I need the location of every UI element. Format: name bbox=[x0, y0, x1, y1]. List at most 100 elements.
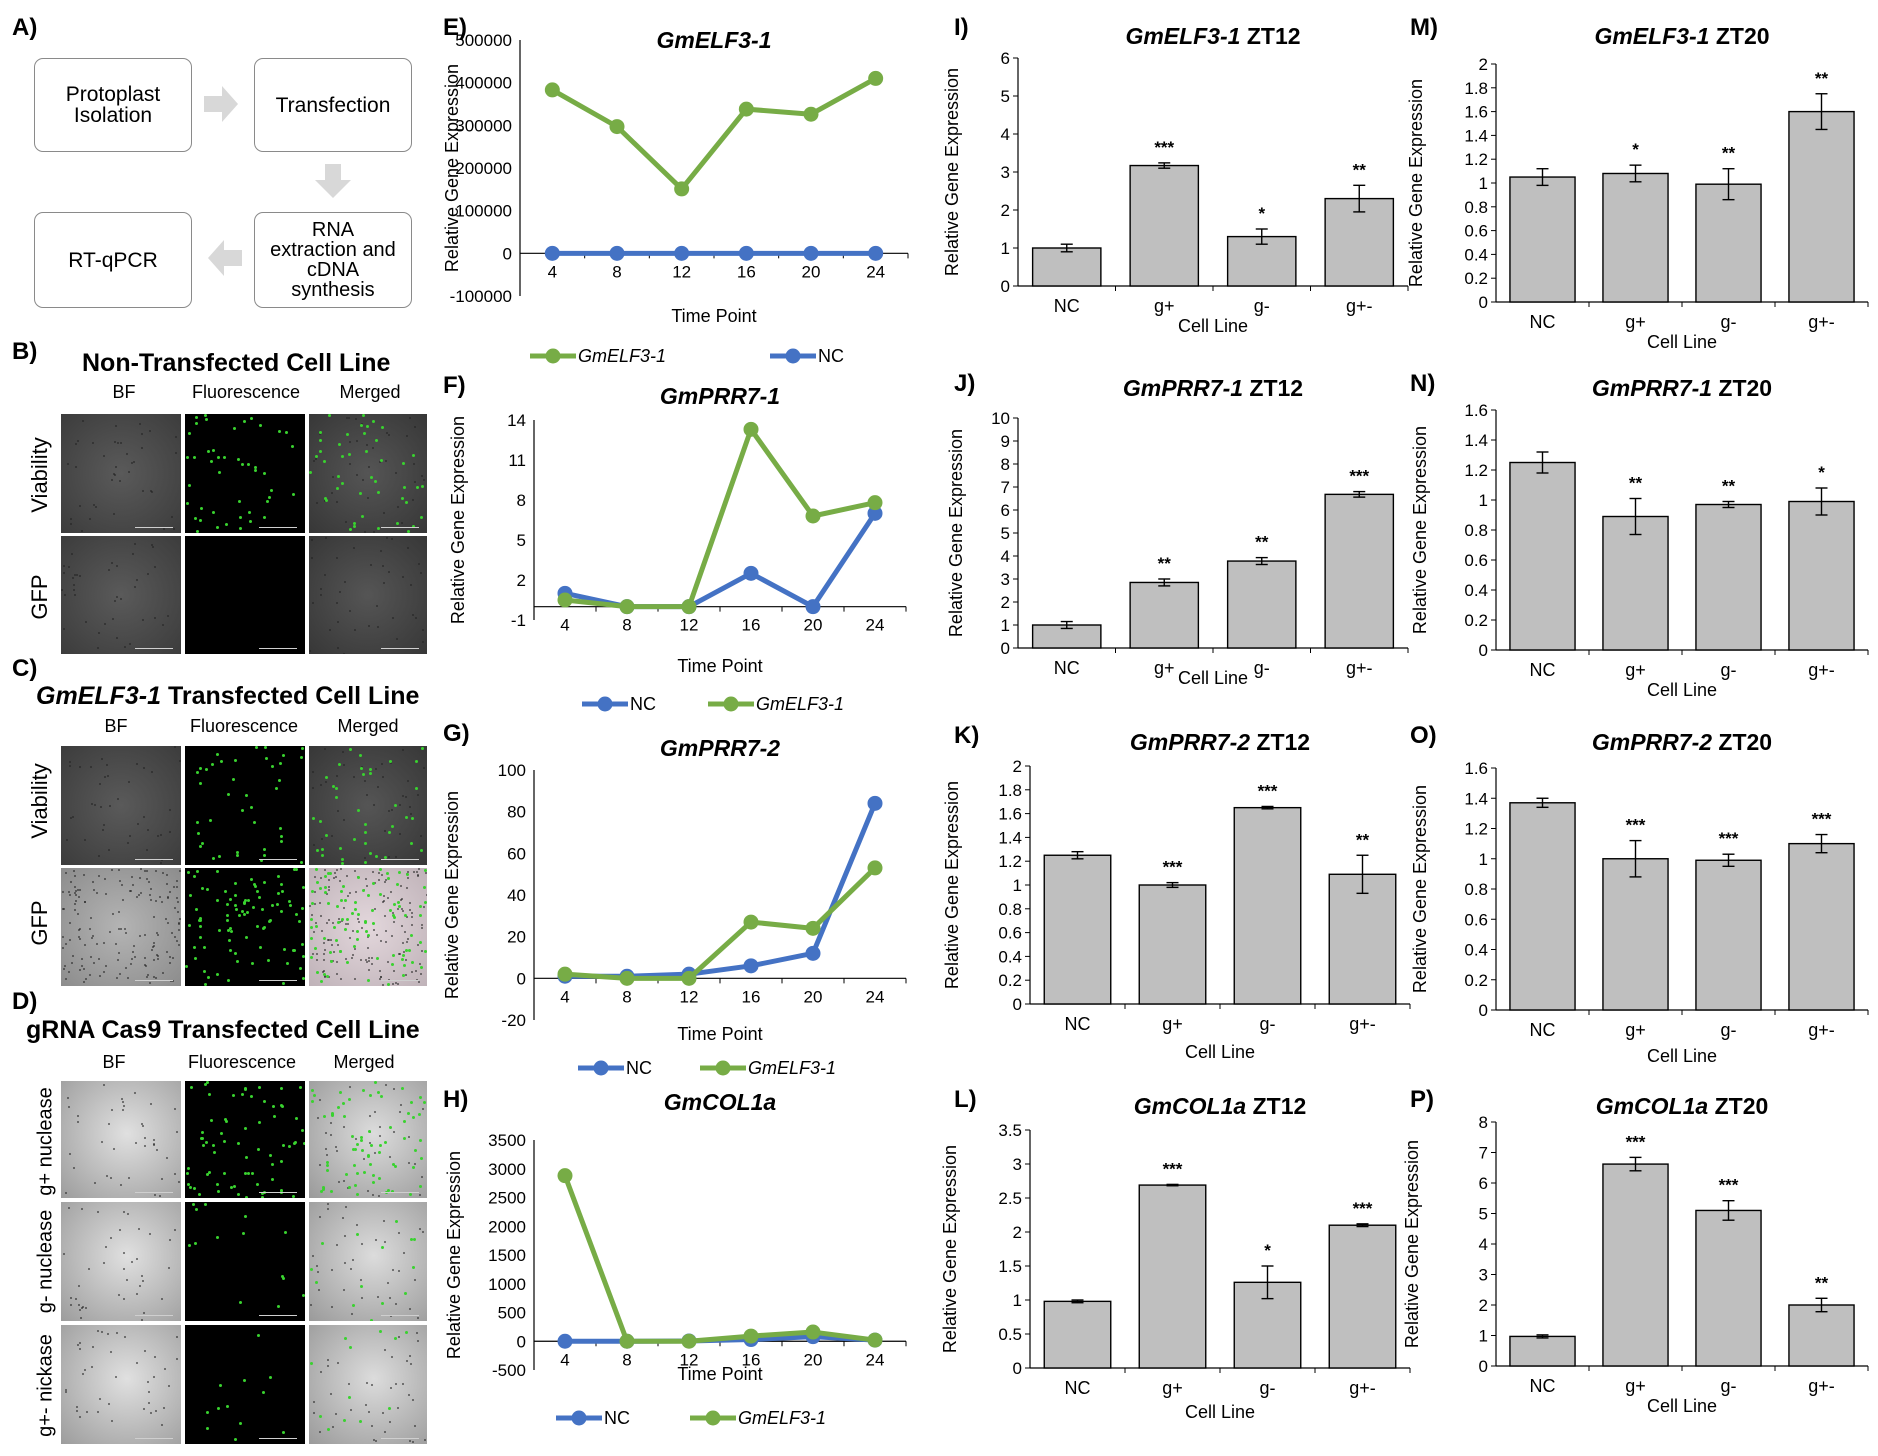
gfp-signal-dot bbox=[321, 1187, 325, 1191]
series-line-gmelf3-1 bbox=[564, 866, 877, 981]
cell-speck bbox=[118, 972, 121, 975]
cell-speck bbox=[420, 571, 423, 574]
cell-speck bbox=[335, 556, 338, 559]
gfp-signal-dot bbox=[269, 1154, 273, 1157]
cell-speck bbox=[421, 1231, 424, 1234]
gfp-signal-dot bbox=[253, 885, 257, 889]
cell-speck bbox=[177, 1180, 180, 1183]
x-tick-label: 20 bbox=[804, 1350, 823, 1369]
cell-speck bbox=[70, 523, 73, 526]
cell-speck bbox=[401, 1382, 404, 1385]
cell-speck bbox=[319, 593, 322, 596]
bar bbox=[1509, 802, 1576, 1011]
cell-speck bbox=[75, 466, 78, 469]
gfp-signal-dot bbox=[279, 1087, 283, 1091]
cell-speck bbox=[415, 978, 418, 981]
gfp-signal-dot bbox=[344, 1173, 348, 1177]
gfp-signal-dot bbox=[394, 803, 398, 807]
cell-speck bbox=[68, 939, 71, 942]
cell-speck bbox=[405, 958, 408, 961]
y-tick-label: 60 bbox=[507, 844, 526, 863]
cell-speck bbox=[115, 942, 118, 945]
gfp-signal-dot bbox=[357, 809, 361, 813]
y-tick-label: 20 bbox=[507, 928, 526, 947]
cell-speck bbox=[79, 937, 82, 940]
gfp-signal-dot bbox=[250, 961, 254, 965]
gfp-signal-dot bbox=[271, 1177, 275, 1181]
data-point bbox=[867, 1332, 883, 1348]
gfp-signal-dot bbox=[405, 873, 409, 877]
gfp-signal-dot bbox=[215, 899, 219, 903]
cell-speck bbox=[350, 1267, 353, 1270]
cell-speck bbox=[398, 1110, 401, 1113]
col-head-fluorescence-b: Fluorescence bbox=[191, 382, 301, 402]
cell-speck bbox=[85, 1410, 88, 1413]
cell-speck bbox=[118, 911, 121, 914]
gfp-signal-dot bbox=[192, 1186, 196, 1190]
data-point bbox=[867, 860, 883, 876]
cell-speck bbox=[390, 891, 393, 894]
cell-speck bbox=[325, 892, 328, 895]
cell-speck bbox=[172, 885, 175, 888]
cell-speck bbox=[140, 892, 143, 895]
y-tick-label: 1.8 bbox=[1464, 79, 1488, 98]
cell-speck bbox=[403, 930, 406, 933]
micrograph-image bbox=[60, 413, 182, 534]
significance-marker: *** bbox=[1719, 829, 1739, 848]
y-tick-label: 0.2 bbox=[1464, 611, 1488, 630]
scale-bar bbox=[135, 648, 173, 649]
gfp-signal-dot bbox=[195, 908, 199, 912]
y-tick-label: 1.6 bbox=[1464, 759, 1488, 778]
gfp-signal-dot bbox=[314, 1280, 318, 1284]
cell-speck bbox=[116, 798, 119, 801]
cell-speck bbox=[153, 1143, 156, 1146]
cell-speck bbox=[330, 835, 333, 838]
cell-speck bbox=[366, 1381, 369, 1384]
gfp-signal-dot bbox=[369, 1144, 373, 1148]
cell-speck bbox=[415, 969, 418, 972]
cell-speck bbox=[108, 569, 111, 572]
gfp-signal-dot bbox=[362, 414, 366, 418]
cell-speck bbox=[336, 973, 339, 976]
cell-speck bbox=[142, 816, 145, 819]
legend-swatch-marker bbox=[597, 696, 613, 712]
cell-speck bbox=[155, 869, 158, 872]
gfp-signal-dot bbox=[263, 472, 267, 476]
cell-speck bbox=[110, 1237, 113, 1240]
y-tick-label: 3 bbox=[1479, 1266, 1488, 1285]
cell-speck bbox=[393, 1087, 396, 1090]
gfp-signal-dot bbox=[380, 425, 384, 429]
x-axis-label: Time Point bbox=[671, 306, 756, 326]
gfp-signal-dot bbox=[341, 917, 345, 921]
y-tick-label: 4 bbox=[1001, 125, 1010, 144]
cell-speck bbox=[409, 908, 412, 911]
cell-speck bbox=[174, 746, 177, 749]
cell-speck bbox=[160, 1178, 163, 1181]
gfp-signal-dot bbox=[392, 1162, 396, 1166]
cell-speck bbox=[110, 1109, 113, 1112]
gfp-signal-dot bbox=[371, 881, 375, 885]
gfp-signal-dot bbox=[293, 1141, 297, 1145]
data-point bbox=[868, 70, 884, 86]
gfp-signal-dot bbox=[256, 1183, 260, 1187]
cell-speck bbox=[66, 1096, 69, 1099]
y-tick-label: 0 bbox=[1001, 639, 1010, 658]
gfp-signal-dot bbox=[324, 776, 328, 780]
data-point bbox=[868, 245, 884, 261]
gfp-signal-dot bbox=[257, 1333, 261, 1337]
cell-speck bbox=[166, 922, 169, 925]
bar bbox=[1129, 164, 1200, 287]
significance-marker: ** bbox=[1356, 830, 1370, 849]
gfp-signal-dot bbox=[206, 1426, 210, 1430]
gfp-signal-dot bbox=[268, 495, 272, 499]
cell-speck bbox=[126, 452, 129, 455]
gfp-signal-dot bbox=[401, 953, 405, 957]
col-head-fluorescence-c: Fluorescence bbox=[189, 716, 299, 736]
gfp-signal-dot bbox=[347, 1097, 351, 1101]
scale-bar bbox=[381, 648, 419, 649]
bar bbox=[1695, 1209, 1762, 1367]
gfp-signal-dot bbox=[331, 1111, 335, 1115]
gfp-signal-dot bbox=[188, 893, 192, 897]
cell-speck bbox=[98, 875, 101, 878]
data-point bbox=[544, 82, 560, 98]
